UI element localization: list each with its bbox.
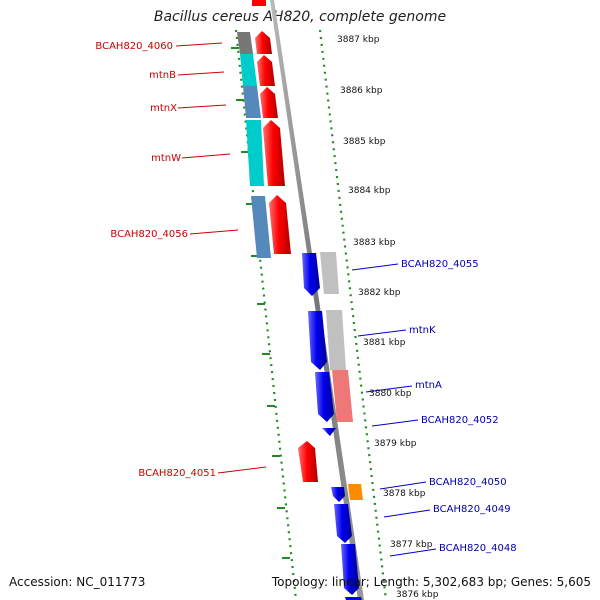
gene-label-mtnb[interactable]: mtnB: [149, 70, 176, 81]
gene-label-bcah820-4048[interactable]: BCAH820_4048: [439, 543, 517, 554]
left-tick-guide: [234, 29, 298, 600]
kbp-label: 3878 kbp: [383, 489, 426, 499]
reverse-leader-lines: [351, 263, 437, 557]
gene-bcah820-4056[interactable]: [269, 195, 291, 254]
track-bar-bcah820-4055: [320, 252, 339, 294]
gene-bcah820-4052[interactable]: [322, 428, 336, 436]
gene-mtna[interactable]: [315, 372, 334, 422]
gene-label-mtna[interactable]: mtnA: [415, 380, 442, 391]
gene-label-bcah820-4052[interactable]: BCAH820_4052: [421, 415, 499, 426]
track-bar-mtnw: [246, 120, 264, 186]
gene-label-bcah820-4049[interactable]: BCAH820_4049: [433, 504, 511, 515]
reverse-gene-labels: BCAH820_4055 mtnK mtnA BCAH820_4052 BCAH…: [401, 259, 517, 554]
gene-label-bcah820-4060[interactable]: BCAH820_4060: [95, 41, 173, 52]
gene-label-mtnx[interactable]: mtnX: [150, 103, 177, 114]
kbp-label: 3881 kbp: [363, 338, 406, 348]
kbp-label: 3883 kbp: [353, 238, 396, 248]
genome-summary-text: Topology: linear; Length: 5,302,683 bp; …: [271, 575, 591, 589]
gene-bcah820-4050[interactable]: [331, 487, 345, 502]
gene-bcah820-4060[interactable]: [255, 31, 272, 54]
gene-label-bcah820-4055[interactable]: BCAH820_4055: [401, 259, 479, 270]
gene-bcah820-4051[interactable]: [298, 441, 318, 482]
gene-bcah820-4055[interactable]: [302, 253, 320, 296]
gene-bcah820-4049[interactable]: [334, 504, 352, 543]
gene-label-mtnw[interactable]: mtnW: [151, 153, 181, 164]
track-bar-mtnx: [243, 86, 261, 118]
left-major-ticks: [231, 47, 290, 559]
track-bar-mtnb: [240, 54, 257, 86]
partial-gene-bottom: [345, 597, 362, 600]
accession-text: Accession: NC_011773: [9, 575, 146, 589]
kbp-label: 3876 kbp: [396, 590, 439, 600]
kbp-label: 3884 kbp: [348, 186, 391, 196]
genome-title: Bacillus cereus AH820, complete genome: [153, 9, 447, 25]
forward-leader-lines: [175, 42, 267, 474]
forward-gene-labels: BCAH820_4060 mtnB mtnX mtnW BCAH820_4056…: [95, 41, 216, 479]
gene-label-bcah820-4050[interactable]: BCAH820_4050: [429, 477, 507, 488]
track-bar-mtnk: [326, 310, 346, 370]
kbp-label: 3877 kbp: [390, 540, 433, 550]
kbp-label: 3885 kbp: [343, 137, 386, 147]
kbp-label: 3886 kbp: [340, 86, 383, 96]
gene-mtnx[interactable]: [260, 87, 278, 118]
partial-gene-top: [252, 0, 266, 6]
track-bar-mtna: [332, 370, 353, 422]
kbp-label: 3880 kbp: [369, 389, 412, 399]
kbp-axis-labels: 3887 kbp 3886 kbp 3885 kbp 3884 kbp 3883…: [337, 35, 439, 600]
kbp-label: 3882 kbp: [358, 288, 401, 298]
kbp-label: 3887 kbp: [337, 35, 380, 45]
gene-mtnk[interactable]: [308, 311, 327, 370]
gene-label-bcah820-4056[interactable]: BCAH820_4056: [110, 229, 188, 240]
gene-label-bcah820-4051[interactable]: BCAH820_4051: [138, 468, 216, 479]
track-bar-bcah820-4060: [237, 32, 253, 54]
track-bar-bcah820-4056: [251, 196, 271, 258]
chromosome-backbone: [270, 0, 364, 600]
kbp-label: 3879 kbp: [374, 439, 417, 449]
gene-mtnb[interactable]: [257, 55, 275, 86]
gene-mtnw[interactable]: [263, 120, 285, 186]
gene-label-mtnk[interactable]: mtnK: [409, 325, 436, 336]
gene-bcah820-4048[interactable]: [341, 544, 359, 595]
track-bar-bcah820-4050: [348, 484, 363, 500]
